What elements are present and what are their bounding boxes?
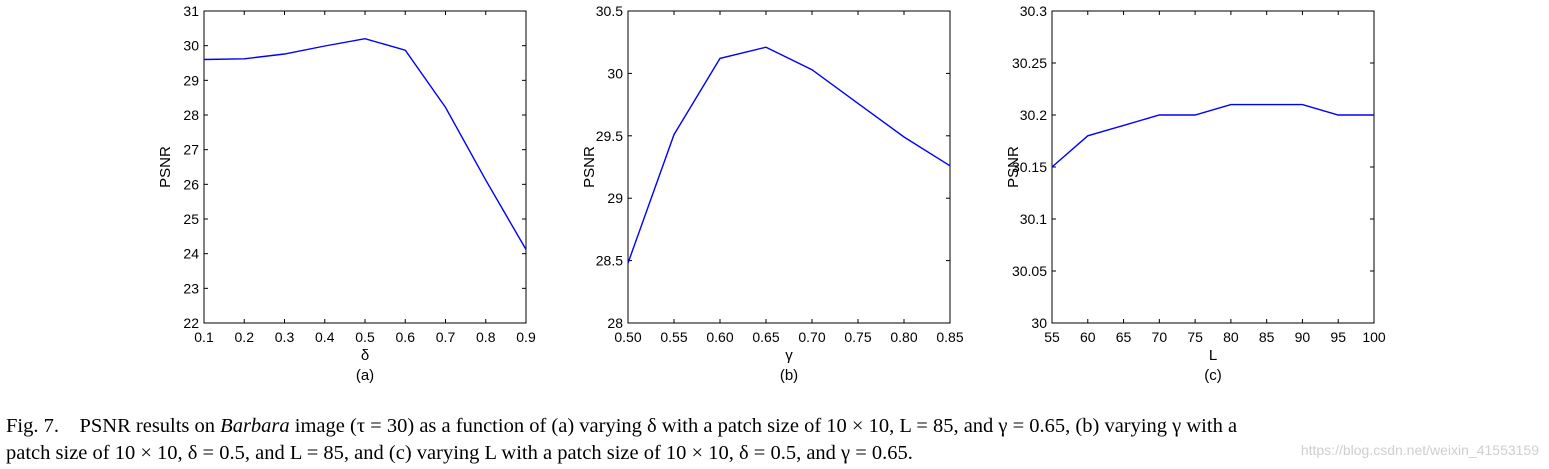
chart-a-y-tick-label: 30 bbox=[183, 38, 199, 54]
chart-b-y-tick-label: 30 bbox=[607, 65, 623, 81]
chart-a-y-axis-label: PSNR bbox=[157, 146, 174, 188]
figure-panels: 0.1 0.2 0.3 0.4 0.5 0.6 0.7 0.8 0.9 22 23 24 25 26 27 2… bbox=[157, 3, 1386, 384]
chart-c-x-axis-label: L bbox=[1209, 347, 1217, 364]
caption-image-name: Barbara bbox=[220, 415, 290, 437]
chart-b-x-tick-label: 0.60 bbox=[706, 329, 733, 345]
chart-a-y-tick-label: 26 bbox=[183, 176, 199, 192]
caption-text-1b: image (τ = 30) as a function of (a) vary… bbox=[294, 415, 1238, 437]
chart-a-y-tick-label: 27 bbox=[183, 142, 199, 158]
chart-a-x-tick-label: 0.2 bbox=[235, 329, 255, 345]
chart-a-x-axis-label: δ bbox=[361, 347, 369, 364]
chart-c-x-tick-label: 90 bbox=[1295, 329, 1311, 345]
chart-c-sublabel: (c) bbox=[1204, 367, 1222, 384]
caption-fig-label: Fig. 7. bbox=[6, 415, 59, 437]
chart-b-x-tick-label: 0.80 bbox=[890, 329, 917, 345]
chart-c-x-tick-label: 95 bbox=[1330, 329, 1346, 345]
chart-a-x-tick-label: 0.6 bbox=[396, 329, 416, 345]
chart-c-series-line bbox=[1051, 103, 1374, 168]
chart-c-x-tick-label: 70 bbox=[1152, 329, 1168, 345]
chart-b-y-tick-label: 29 bbox=[607, 190, 623, 206]
chart-b-sublabel: (b) bbox=[780, 367, 798, 384]
chart-b-x-tick-label: 0.65 bbox=[752, 329, 779, 345]
caption-text-1a: PSNR results on bbox=[79, 415, 216, 437]
chart-a-y-tick-label: 24 bbox=[183, 246, 199, 262]
chart-c-y-tick-label: 30.15 bbox=[1012, 159, 1047, 175]
chart-c-x-tick-label: 85 bbox=[1259, 329, 1275, 345]
chart-c-y-tick-label: 30.2 bbox=[1020, 107, 1047, 123]
chart-a-y-tick-label: 22 bbox=[183, 315, 199, 331]
chart-a-x-tick-label: 0.5 bbox=[355, 329, 375, 345]
chart-b-series-line bbox=[627, 46, 951, 264]
chart-a-x-tick-label: 0.9 bbox=[516, 329, 536, 345]
chart-c-x-tick-label: 55 bbox=[1044, 329, 1060, 345]
chart-c-axes-frame bbox=[1051, 10, 1375, 324]
chart-b-y-tick-label: 29.5 bbox=[596, 128, 623, 144]
chart-a-y-tick-label: 29 bbox=[183, 72, 199, 88]
chart-a-x-tick-label: 0.7 bbox=[436, 329, 456, 345]
chart-b-x-axis-label: γ bbox=[785, 347, 793, 364]
chart-c-x-tick-label: 75 bbox=[1187, 329, 1203, 345]
chart-a-x-tick-label: 0.4 bbox=[315, 329, 335, 345]
figure-caption: Fig. 7. PSNR results on Barbara image (τ… bbox=[6, 413, 1546, 467]
chart-a-sublabel: (a) bbox=[356, 367, 374, 384]
chart-a-x-tick-label: 0.3 bbox=[275, 329, 295, 345]
chart-c-x-tick-label: 65 bbox=[1116, 329, 1132, 345]
chart-a-y-tick-label: 25 bbox=[183, 211, 199, 227]
chart-c-y-tick-label: 30 bbox=[1031, 315, 1047, 331]
chart-b-y-tick-label: 28 bbox=[607, 315, 623, 331]
caption-line-1: Fig. 7. PSNR results on Barbara image (τ… bbox=[6, 413, 1546, 440]
chart-b-x-tick-label: 0.75 bbox=[844, 329, 871, 345]
chart-a-x-tick-label: 0.1 bbox=[194, 329, 214, 345]
chart-a-series-line bbox=[203, 37, 527, 250]
chart-c-y-axis-label: PSNR bbox=[1005, 146, 1022, 188]
chart-c-x-tick-label: 100 bbox=[1362, 329, 1386, 345]
watermark: https://blog.csdn.net/weixin_41553159 bbox=[1300, 442, 1539, 458]
chart-b-x-tick-label: 0.50 bbox=[614, 329, 641, 345]
chart-b-x-tick-label: 0.70 bbox=[798, 329, 825, 345]
chart-c-x-tick-label: 80 bbox=[1223, 329, 1239, 345]
chart-c-x-tick-label: 60 bbox=[1080, 329, 1096, 345]
chart-a-x-tick-label: 0.8 bbox=[476, 329, 496, 345]
chart-c-y-tick-label: 30.3 bbox=[1020, 3, 1047, 19]
chart-b-x-tick-label: 0.85 bbox=[936, 329, 963, 345]
chart-a-y-tick-label: 28 bbox=[183, 107, 199, 123]
caption-line-2: patch size of 10 × 10, δ = 0.5, and L = … bbox=[6, 442, 913, 464]
chart-c-y-tick-label: 30.1 bbox=[1020, 211, 1047, 227]
chart-c-y-tick-label: 30.25 bbox=[1012, 55, 1047, 71]
chart-b-x-tick-label: 0.55 bbox=[660, 329, 687, 345]
chart-c-y-tick-label: 30.05 bbox=[1012, 263, 1047, 279]
chart-a-y-tick-label: 23 bbox=[183, 280, 199, 296]
charts-svg: 0.1 0.2 0.3 0.4 0.5 0.6 0.7 0.8 0.9 22 23 24 25 26 27 2… bbox=[157, 3, 1386, 384]
chart-b-y-axis-label: PSNR bbox=[581, 146, 598, 188]
chart-a-y-tick-label: 31 bbox=[183, 3, 199, 19]
chart-b-y-tick-label: 30.5 bbox=[596, 3, 623, 19]
chart-b-axes-frame bbox=[627, 10, 951, 324]
chart-b-y-tick-label: 28.5 bbox=[596, 253, 623, 269]
